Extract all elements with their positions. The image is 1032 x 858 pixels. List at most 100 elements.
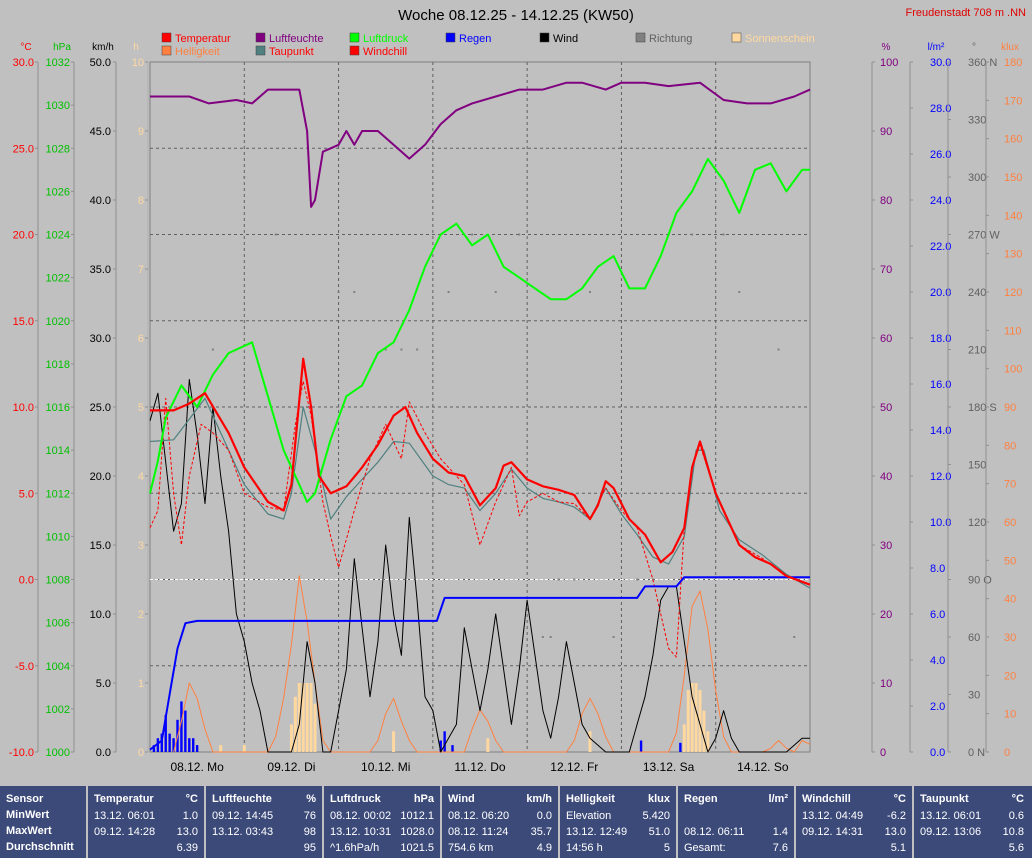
axis-tick-label: 300 xyxy=(968,172,986,184)
axis-tick-label: 1028 xyxy=(46,143,70,155)
direction-point xyxy=(541,636,544,638)
stats-cell-value: 7.6 xyxy=(772,842,788,854)
stats-row-label: MinWert xyxy=(6,809,50,821)
axis-tick-label: 270 W xyxy=(968,230,1000,242)
axis-tick-label: 130 xyxy=(1004,249,1022,261)
stats-cell-label: 08.12. 00:02 xyxy=(330,810,392,822)
axis-tick-label: 60 xyxy=(880,333,892,345)
stats-cell-value: 5 xyxy=(663,842,670,854)
stats-cell-value: 98 xyxy=(303,826,316,838)
stats-separator xyxy=(912,786,914,858)
stats-cell-value: 35.7 xyxy=(530,826,552,838)
axis-tick-label: 120 xyxy=(1004,287,1022,299)
series-line-wind xyxy=(149,378,810,753)
axis-tick-label: 50 xyxy=(880,402,892,414)
axis-tick-label: 30 xyxy=(880,540,892,552)
sunshine-bar xyxy=(686,689,690,752)
axis-tick-label: 4.0 xyxy=(930,655,945,667)
sunshine-bar xyxy=(706,731,710,752)
stats-cell-value: 13.0 xyxy=(176,826,198,838)
axis-tick-label: 1018 xyxy=(46,359,70,371)
axis-unit-label: % xyxy=(882,42,891,53)
axis-unit-label: klux xyxy=(1001,42,1019,53)
axis-tick-label: 90 xyxy=(1004,402,1016,414)
direction-point xyxy=(416,348,419,351)
sunshine-bar xyxy=(698,689,702,752)
rain-bar xyxy=(188,738,191,752)
series-line-regen xyxy=(149,576,810,751)
series-line-taupunkt xyxy=(149,397,811,589)
axis-tick-label: 1008 xyxy=(46,575,70,587)
axis-tick-label: 0 xyxy=(138,747,144,759)
direction-point xyxy=(471,233,474,236)
sunshine-bar xyxy=(588,731,592,752)
stats-cell-value: 1012.1 xyxy=(400,810,434,822)
axis-tick-label: 210 xyxy=(968,345,986,357)
stats-column-name: Regen xyxy=(684,793,718,805)
rain-bar xyxy=(156,738,160,752)
axis-tick-label: 70 xyxy=(880,264,892,276)
axis-tick-label: 5.0 xyxy=(19,488,34,500)
axis-tick-label: 1030 xyxy=(46,100,70,112)
axis-tick-label: 1016 xyxy=(46,402,70,414)
axis-tick-label: 1006 xyxy=(46,618,70,630)
stats-cell-value: 5.1 xyxy=(890,842,906,854)
legend-label: Sonnenschein xyxy=(745,33,815,45)
axis-tick-label: 60 xyxy=(1004,517,1016,529)
axis-tick-label: 10 xyxy=(132,57,144,69)
stats-cell-label: Gesamt: xyxy=(684,842,726,854)
direction-point xyxy=(691,233,694,236)
x-axis-label: 14.12. So xyxy=(737,760,789,774)
axis-tick-label: 0.0 xyxy=(19,575,34,587)
stats-separator xyxy=(204,786,206,858)
stats-cell-label: 13.12. 10:31 xyxy=(330,826,392,838)
stats-column: Taupunkt °C 13.12. 06:01 0.6 09.12. 13:06 10.… xyxy=(914,786,1030,858)
stats-cell-value: 4.9 xyxy=(536,842,552,854)
stats-header: Sensor xyxy=(6,793,44,805)
sunshine-bar xyxy=(682,724,686,752)
axis-tick-label: 180 S xyxy=(968,402,997,414)
legend-label: Windchill xyxy=(363,46,407,58)
stats-column: Windchill °C 13.12. 04:49 -6.2 09.12. 14:31 1… xyxy=(796,786,912,858)
stats-column-name: Windchill xyxy=(802,793,851,805)
direction-point xyxy=(589,291,591,293)
stats-column-name: Helligkeit xyxy=(566,793,615,805)
chart-title: Woche 08.12.25 - 14.12.25 (KW50) xyxy=(398,7,634,24)
direction-point xyxy=(557,578,560,581)
stats-cell-label: Elevation xyxy=(566,810,612,822)
axis-tick-label: 20.0 xyxy=(930,287,951,299)
stats-cell-label: 754.6 km xyxy=(448,842,494,854)
rain-bar xyxy=(195,745,199,752)
direction-point xyxy=(777,348,780,351)
axis-tick-label: 30.0 xyxy=(930,57,951,69)
direction-point xyxy=(353,291,356,293)
axis-tick-label: 1032 xyxy=(46,57,70,69)
axis-tick-label: 15.0 xyxy=(13,316,34,328)
axis-tick-label: 20.0 xyxy=(90,471,111,483)
axis-tick-label: 14.0 xyxy=(930,425,951,437)
stats-column: Wind km/h 08.12. 06:20 0.0 08.12. 11:24 35.7 7… xyxy=(442,786,558,858)
stats-column-unit: °C xyxy=(185,793,198,805)
rain-bar xyxy=(679,742,682,752)
stats-sensor-column: Sensor MinWert MaxWert Durchschnitt xyxy=(0,786,86,858)
axis-tick-label: -10.0 xyxy=(9,747,34,759)
stats-cell-value: 95 xyxy=(303,842,316,854)
stats-cell-label: 09.12. 14:45 xyxy=(212,810,274,822)
legend-swatch xyxy=(161,45,172,56)
direction-point xyxy=(793,636,796,638)
axis-tick-label: 9 xyxy=(138,126,144,138)
stats-separator xyxy=(794,786,796,858)
sunshine-bar xyxy=(313,703,317,752)
rain-bar xyxy=(152,745,156,752)
stats-separator xyxy=(440,786,442,858)
axis-tick-label: 2 xyxy=(138,609,144,621)
stats-column-name: Taupunkt xyxy=(920,793,969,805)
axis-tick-label: 40 xyxy=(880,471,892,483)
stats-cell-label: 09.12. 14:28 xyxy=(94,826,156,838)
stats-cell-value: 5.420 xyxy=(642,810,670,822)
axis-tick-label: 20 xyxy=(1004,670,1016,682)
axis-tick-label: 6.0 xyxy=(930,609,945,621)
axis-tick-label: 22.0 xyxy=(930,241,951,253)
stats-cell-label: 13.12. 04:49 xyxy=(802,810,864,822)
axis-tick-label: 12.0 xyxy=(930,471,951,483)
